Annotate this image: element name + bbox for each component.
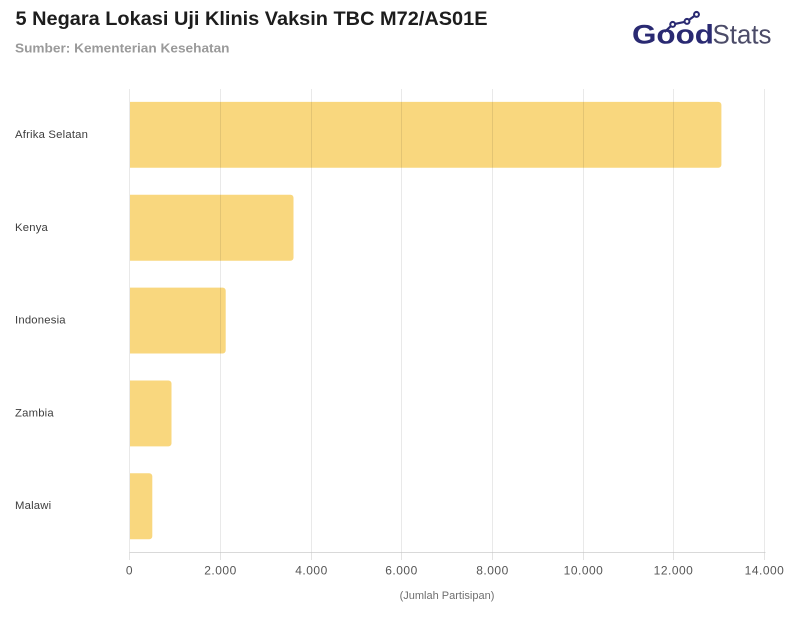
svg-text:14.000: 14.000 [745, 564, 785, 578]
svg-text:4.000: 4.000 [295, 564, 328, 578]
svg-text:2.000: 2.000 [204, 564, 237, 578]
svg-text:Sumber: Kementerian Kesehatan: Sumber: Kementerian Kesehatan [15, 42, 229, 56]
svg-text:6.000: 6.000 [385, 564, 418, 578]
svg-text:Malawi: Malawi [15, 500, 51, 512]
svg-text:Kenya: Kenya [15, 222, 49, 234]
svg-text:Indonesia: Indonesia [15, 315, 66, 327]
svg-text:8.000: 8.000 [476, 564, 509, 578]
svg-text:Afrika Selatan: Afrika Selatan [15, 129, 88, 141]
svg-text:5 Negara Lokasi Uji Klinis Vak: 5 Negara Lokasi Uji Klinis Vaksin TBC M7… [16, 9, 488, 30]
svg-text:Zambia: Zambia [15, 408, 54, 420]
svg-text:10.000: 10.000 [564, 564, 604, 578]
svg-text:12.000: 12.000 [654, 564, 694, 578]
svg-text:(Jumlah Partisipan): (Jumlah Partisipan) [400, 590, 495, 602]
svg-text:0: 0 [126, 564, 133, 578]
svg-text:Stats: Stats [713, 20, 772, 50]
